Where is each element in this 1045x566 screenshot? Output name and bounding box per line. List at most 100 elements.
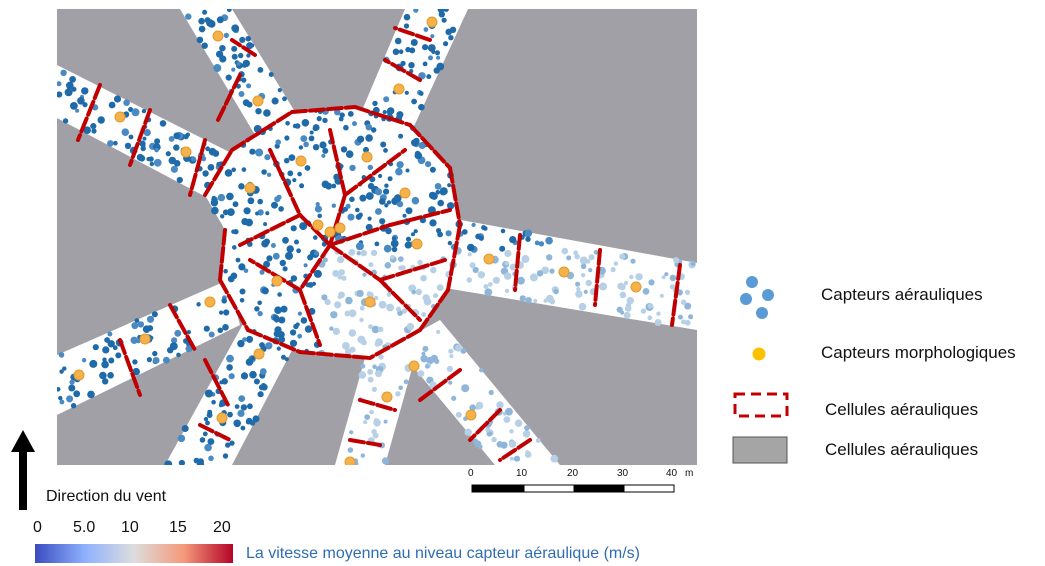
- sensor-dot: [303, 141, 309, 148]
- sensor-dot: [411, 290, 416, 295]
- cell-border-segment: [418, 368, 462, 402]
- sensor-dot: [348, 249, 356, 256]
- sensor-dot: [408, 61, 415, 69]
- sensor-dot: [371, 386, 377, 392]
- sensor-dot: [446, 365, 453, 372]
- sensor-dot: [437, 199, 445, 207]
- sensor-dot: [684, 289, 691, 295]
- sensor-dot: [272, 252, 280, 260]
- sensor-dot: [677, 314, 683, 320]
- sensor-dot: [274, 306, 282, 315]
- sensor-dot: [418, 72, 426, 80]
- sensor-dot: [247, 403, 253, 410]
- cell-border-segment: [498, 438, 532, 462]
- sensor-dot: [57, 387, 61, 392]
- morphological-sensor-dot: [411, 238, 423, 250]
- sensor-dot: [159, 120, 167, 127]
- sensor-dot: [475, 405, 481, 410]
- sensor-dot: [386, 292, 392, 298]
- sensor-dot: [347, 213, 355, 221]
- sensor-dot: [469, 262, 476, 269]
- sensor-dot: [290, 225, 297, 232]
- cell-border-segment: [198, 423, 232, 442]
- sensor-dot: [355, 242, 364, 251]
- morphological-sensor-dot: [212, 30, 224, 42]
- sensor-dot: [134, 318, 140, 323]
- sensor-dot: [204, 443, 212, 452]
- cell-border-segment: [218, 278, 250, 332]
- sensor-dot: [304, 325, 313, 333]
- sensor-dot: [257, 391, 264, 398]
- sensor-dot: [186, 330, 191, 335]
- sensor-dot: [479, 367, 484, 373]
- sensor-dot: [300, 135, 308, 143]
- sensor-dot: [285, 251, 293, 260]
- sensor-dot: [396, 200, 404, 208]
- sensor-dot: [404, 241, 412, 249]
- sensor-dot: [202, 9, 208, 15]
- sensor-dot: [504, 288, 510, 293]
- sensor-dot: [619, 283, 626, 291]
- cell-border-segment: [358, 398, 397, 412]
- sensor-dot: [242, 59, 250, 68]
- morphological-sensor-dot: [344, 456, 356, 465]
- sensor-dot: [263, 260, 271, 268]
- sensor-dot: [266, 255, 273, 262]
- sensor-dot: [403, 379, 409, 385]
- sensor-dot: [500, 228, 506, 234]
- sensor-dot: [384, 262, 392, 269]
- sensor-dot: [329, 326, 334, 331]
- sensor-dot: [146, 357, 152, 363]
- colorbar-title: La vitesse moyenne au niveau capteur aér…: [246, 545, 640, 562]
- sensor-dot: [363, 420, 368, 425]
- sensor-dot: [220, 214, 225, 219]
- sensor-dot: [383, 96, 390, 103]
- sensor-dot: [355, 207, 360, 213]
- sensor-dot: [360, 363, 366, 369]
- sensor-dot: [619, 291, 627, 299]
- sensor-dot: [143, 129, 151, 137]
- sensor-dot: [255, 211, 260, 216]
- sensor-dot: [533, 299, 538, 303]
- cell-border-segment: [348, 438, 382, 447]
- sensor-dot: [292, 178, 297, 183]
- sensor-dot: [411, 196, 420, 205]
- sensor-dot: [227, 411, 233, 418]
- cell-border-segment: [408, 123, 452, 170]
- sensor-dot: [130, 336, 138, 344]
- sensor-dot: [123, 99, 130, 106]
- sensor-dot: [358, 371, 367, 379]
- sensor-dot: [240, 404, 248, 411]
- sensor-dot: [488, 389, 494, 396]
- sensor-dot: [337, 256, 345, 264]
- sensor-dot: [257, 300, 263, 306]
- sensor-dot: [232, 201, 239, 208]
- sensor-dot: [395, 167, 403, 176]
- sensor-dot: [82, 102, 88, 108]
- sensor-dot: [349, 164, 356, 172]
- sensor-dot: [642, 288, 650, 295]
- sensor-dot: [173, 132, 181, 140]
- sensor-dot: [379, 198, 386, 205]
- sensor-dot: [455, 344, 462, 352]
- sensor-dot: [305, 282, 311, 288]
- sensor-dot: [338, 269, 345, 276]
- sensor-dot: [371, 127, 377, 133]
- sensor-dot: [223, 32, 229, 39]
- sensor-dot: [359, 305, 365, 311]
- sensor-dot: [211, 195, 216, 200]
- sensor-dot: [108, 101, 116, 109]
- sensor-dot: [223, 309, 230, 316]
- sensor-dot: [213, 64, 222, 72]
- sensor-dot: [231, 45, 238, 52]
- sensor-dot: [422, 61, 428, 67]
- sensor-dot: [253, 378, 260, 385]
- sensor-dot: [425, 161, 432, 168]
- sensor-dot: [654, 319, 662, 326]
- sensor-dot: [664, 272, 669, 277]
- sensor-dot: [690, 261, 696, 267]
- scale-unit: m: [685, 468, 694, 479]
- sensor-dot: [576, 287, 581, 292]
- sensor-dot: [314, 251, 319, 256]
- sensor-dot: [422, 44, 429, 51]
